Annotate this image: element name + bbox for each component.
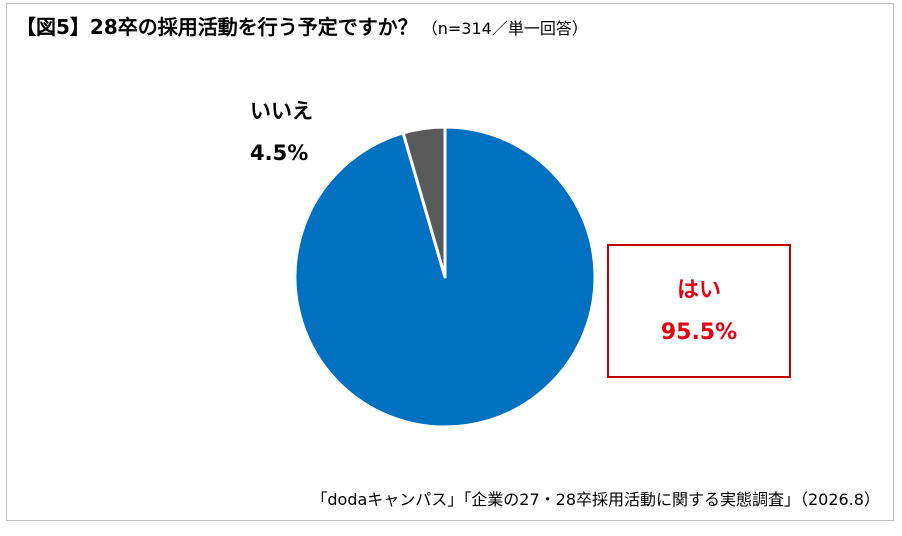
title-row: 【図5】28卒の採用活動を行う予定ですか？ （n=314／単一回答） bbox=[16, 11, 588, 40]
chart-subtitle: （n=314／単一回答） bbox=[421, 19, 588, 38]
chart-title: 【図5】28卒の採用活動を行う予定ですか？ bbox=[16, 15, 418, 39]
slice-value-no: 4.5% bbox=[250, 141, 309, 165]
slice-label-no: いいえ bbox=[250, 99, 313, 123]
slice-value-yes: 95.5% bbox=[660, 320, 738, 345]
slice-label-yes: はい bbox=[676, 278, 721, 303]
yes-callout-box: はい 95.5% bbox=[607, 244, 791, 378]
pie-slice-no bbox=[401, 125, 447, 279]
source-note: 「dodaキャンパス」「企業の27・28卒採用活動に関する実態調査」（2026.… bbox=[311, 490, 880, 509]
